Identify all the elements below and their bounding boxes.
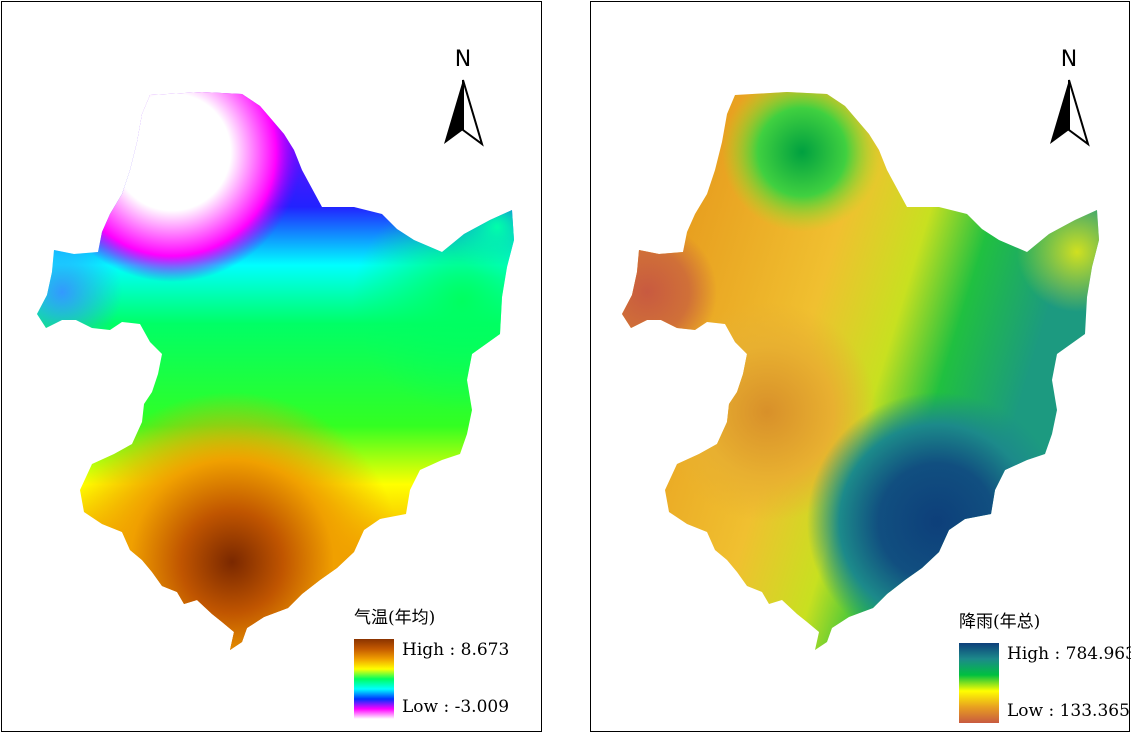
legend-low-label: Low : 133.365 [1007, 701, 1130, 721]
color-ramp [959, 643, 999, 723]
legend-title: 气温(年均) [354, 608, 436, 628]
precipitation-map-panel: N 降雨(年总) High : 784.963 Low : 133.365 [590, 1, 1131, 732]
legend-high-label: High : 8.673 [402, 640, 510, 660]
north-arrow: N [1044, 48, 1094, 148]
north-arrow-icon [444, 79, 484, 147]
north-arrow-label: N [1060, 47, 1078, 72]
north-arrow-label: N [454, 47, 472, 72]
temperature-map [37, 92, 514, 650]
north-arrow: N [438, 48, 488, 148]
temperature-map-panel: N 气温(年均) High : 8.673 Low : -3.009 [1, 1, 542, 732]
precipitation-map [622, 92, 1099, 650]
legend-low-label: Low : -3.009 [402, 697, 510, 717]
color-ramp [354, 639, 394, 719]
legend-title: 降雨(年总) [959, 612, 1041, 632]
legend-high-label: High : 784.963 [1007, 644, 1131, 664]
north-arrow-icon [1050, 79, 1090, 147]
